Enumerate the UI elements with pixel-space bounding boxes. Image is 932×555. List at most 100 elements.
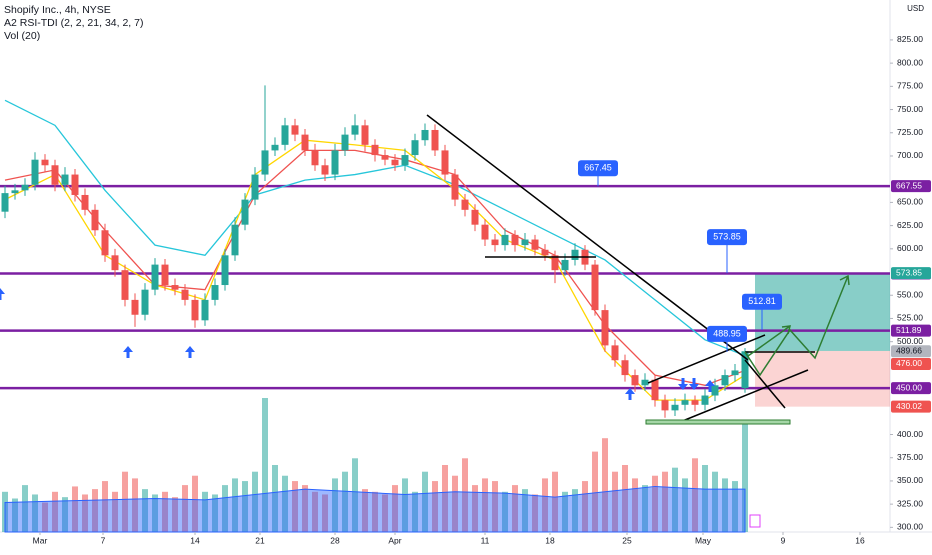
- candle-body: [441, 150, 449, 175]
- volume-bar: [322, 494, 328, 532]
- up-arrow: [705, 380, 715, 392]
- drawings: [426, 114, 850, 425]
- volume-bar: [552, 471, 558, 532]
- y-tick-label: 725.00: [897, 127, 923, 137]
- volume-bar: [312, 491, 318, 532]
- volume-bar: [492, 481, 498, 532]
- x-tick-label: 9: [781, 535, 786, 545]
- volume-bar: [142, 489, 148, 532]
- volume-bar: [12, 498, 18, 532]
- candle-body: [651, 379, 659, 401]
- currency: USD: [907, 4, 924, 13]
- volume-bar: [612, 471, 618, 532]
- level-price-text: 511.89: [896, 325, 922, 335]
- volume-bar: [502, 491, 508, 532]
- volume-bar: [232, 478, 238, 532]
- volume-bar: [682, 478, 688, 532]
- price-label: [891, 345, 931, 358]
- candle-body: [331, 150, 339, 175]
- moving-average: [4, 149, 746, 386]
- candle-body: [151, 264, 159, 290]
- volume-bar: [372, 491, 378, 532]
- y-tick-label: 800.00: [897, 57, 923, 67]
- volume-bar: [472, 485, 478, 532]
- base-box: [645, 419, 791, 425]
- y-tick-label: 700.00: [897, 150, 923, 160]
- down-arrow: [678, 378, 688, 390]
- candle-body: [691, 400, 699, 405]
- candle-body: [361, 125, 369, 145]
- callout-text: 488.95: [713, 328, 741, 338]
- price-label-text: 489.66: [896, 346, 922, 356]
- volume-bar: [402, 478, 408, 532]
- candle-body: [101, 230, 109, 256]
- candle-body: [81, 194, 89, 210]
- volume-bar: [542, 478, 548, 532]
- callout-text: 573.85: [713, 231, 741, 241]
- price-label: [891, 267, 931, 280]
- candle-body: [371, 144, 379, 156]
- volume-bar: [652, 475, 658, 532]
- y-tick-label: 650.00: [897, 197, 923, 207]
- callout-box: [742, 293, 782, 310]
- volume-bar: [72, 486, 78, 532]
- volume-bar: [602, 438, 608, 532]
- volume-bar: [182, 485, 188, 532]
- volume-bar: [642, 485, 648, 532]
- volume-bar: [442, 465, 448, 532]
- candle-body: [261, 150, 269, 175]
- price-label: [891, 357, 931, 370]
- volume-bar: [272, 465, 278, 532]
- volume-bar: [592, 451, 598, 532]
- candle-body: [91, 209, 99, 231]
- signal-arrows: [0, 288, 715, 400]
- candle-body: [561, 259, 569, 271]
- volume-bar: [302, 485, 308, 532]
- level-price-label: [891, 324, 931, 337]
- volume-bar: [482, 478, 488, 532]
- candle-body: [141, 289, 149, 315]
- callout-text: 667.45: [584, 163, 612, 173]
- moving-averages: [4, 99, 746, 401]
- candle-body: [391, 159, 399, 166]
- x-tick-label: 28: [330, 535, 340, 545]
- indicator-label: Vol (20): [4, 30, 40, 42]
- candle-body: [721, 375, 729, 386]
- volume-ma-area: [4, 485, 746, 533]
- candle-body: [251, 174, 259, 200]
- volume-bar: [672, 467, 678, 532]
- callout-box: [707, 325, 747, 342]
- volume-bar: [422, 471, 428, 532]
- candle-body: [421, 129, 429, 141]
- candle-body: [521, 239, 529, 246]
- volume-bar: [622, 465, 628, 532]
- volume-bar: [222, 485, 228, 532]
- callout-box: [578, 160, 618, 177]
- volume-bar: [152, 494, 158, 532]
- candle-body: [411, 140, 419, 156]
- candle-body: [531, 239, 539, 250]
- candle-body: [501, 234, 509, 246]
- up-arrow: [123, 346, 133, 358]
- candle-body: [731, 370, 739, 376]
- volume-bar: [92, 489, 98, 532]
- volume-bar: [112, 491, 118, 532]
- candle-body: [191, 299, 199, 321]
- candle-body: [511, 234, 519, 246]
- price-label-text: 476.00: [896, 358, 922, 368]
- candle-body: [611, 345, 619, 361]
- projection-arrow: [747, 325, 791, 357]
- volume-bar: [262, 398, 268, 532]
- candle-body: [291, 125, 299, 135]
- up-arrow: [625, 388, 635, 400]
- volume-bar: [702, 465, 708, 532]
- candle-body: [451, 174, 459, 200]
- y-tick-label: 625.00: [897, 220, 923, 230]
- candle-body: [551, 255, 559, 271]
- candle-body: [41, 159, 49, 166]
- x-tick-label: Apr: [388, 535, 401, 545]
- indicator-label: A2 RSI-TDI (2, 2, 21, 34, 2, 7): [4, 17, 143, 29]
- price-label-text: 573.85: [896, 267, 922, 277]
- volume-pane: [2, 398, 748, 533]
- candle-body: [311, 150, 319, 166]
